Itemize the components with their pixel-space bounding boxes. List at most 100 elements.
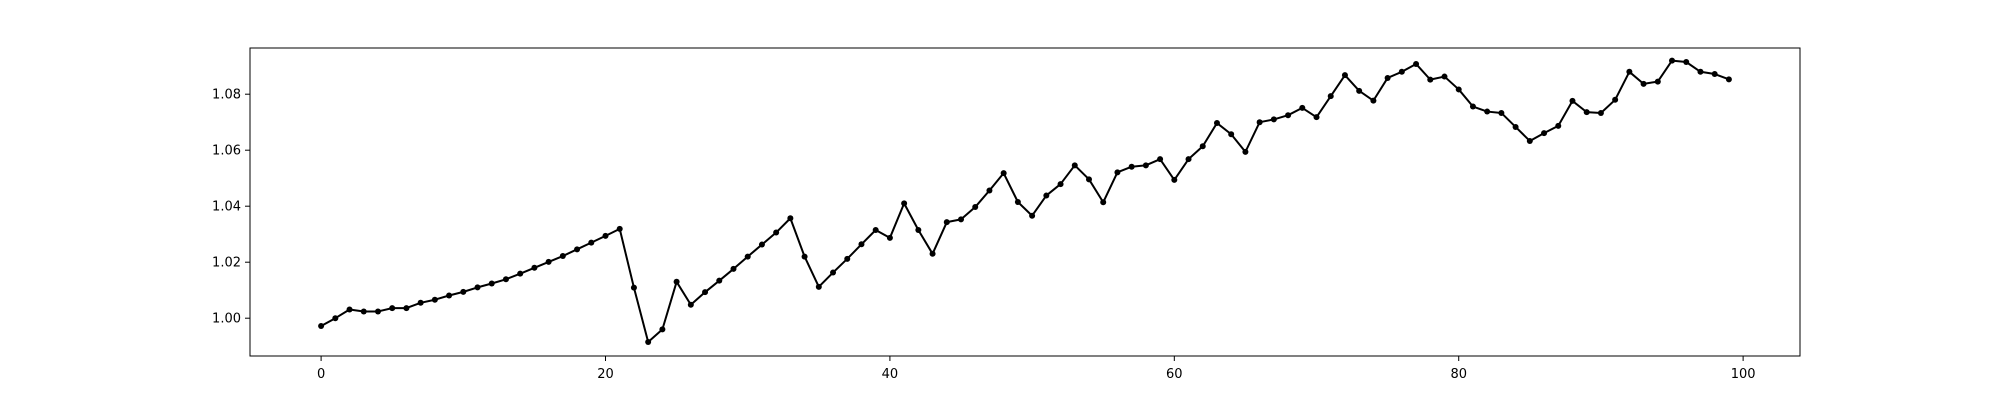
data-point [630,284,637,291]
data-point [1427,76,1434,83]
data-point [474,284,481,291]
data-point [1484,108,1491,115]
data-point [1341,72,1348,79]
data-point [830,269,837,276]
data-point [929,250,936,257]
data-point [1014,199,1021,205]
data-point [1683,59,1690,65]
y-tick-label: 1.08 [212,88,241,103]
data-point [1213,120,1220,127]
y-tick-label: 1.04 [212,200,241,215]
data-point [488,280,495,287]
data-point [958,216,965,223]
data-point [687,301,694,308]
data-point [346,306,353,313]
data-point [332,315,339,322]
series-layer [318,57,1732,345]
data-point [1299,104,1306,111]
x-tick-label: 60 [1166,367,1183,382]
data-point [986,187,993,194]
data-point [1228,131,1235,138]
x-tick-label: 20 [597,367,614,382]
data-point [403,305,410,312]
data-point [1100,199,1107,206]
data-point [1285,112,1292,119]
data-point [602,232,609,239]
data-point [886,234,893,241]
data-point [374,308,381,315]
x-tick-label: 0 [317,367,325,382]
data-point [1356,87,1363,94]
data-point [1384,74,1391,81]
data-point [588,239,595,246]
data-point [659,326,666,333]
data-point [1725,76,1732,83]
data-point [1128,163,1135,170]
axis-ticks: 0 20 40 60 80 100 1.00 1.02 1.04 1.06 1.08 [212,88,1755,382]
data-point [502,276,509,283]
data-point [1413,60,1420,67]
data-point [1541,130,1548,137]
data-point [815,283,822,290]
data-point [446,292,453,299]
data-point [545,258,552,265]
data-point [787,215,794,222]
x-tick-label: 40 [882,367,899,382]
series-line [320,59,1730,343]
data-point [1327,93,1334,100]
data-point [1157,156,1164,163]
data-point [1114,169,1121,176]
plot-frame [249,47,1801,357]
data-point [1640,80,1647,87]
data-point [1654,78,1661,85]
data-point [1569,97,1576,104]
data-point [1256,119,1263,126]
y-tick-label: 1.06 [212,144,241,159]
y-tick-label: 1.00 [212,312,241,327]
data-point [773,229,780,236]
data-point [1199,143,1206,150]
data-point [1583,109,1590,116]
data-point [389,305,396,312]
data-point [1555,122,1562,129]
data-point [318,323,325,330]
data-point [460,288,467,295]
data-point [844,255,851,262]
data-point [1455,86,1462,93]
data-point [1398,68,1405,75]
data-point [1612,96,1619,103]
data-point [1085,176,1092,183]
data-point [1313,114,1320,121]
data-point [1185,156,1192,163]
x-tick-label: 100 [1731,367,1756,382]
data-point [431,296,438,303]
data-point [1242,148,1249,155]
data-point [1000,170,1007,177]
data-point [1669,57,1676,64]
data-point [972,204,979,211]
data-point [360,308,367,315]
data-point [716,277,723,284]
data-point [1171,176,1178,183]
data-point [872,227,879,233]
data-point [531,264,538,271]
data-point [417,299,424,306]
data-point [758,241,765,248]
data-point [1711,71,1718,78]
data-point [1697,68,1704,75]
data-point [1043,192,1050,199]
data-point [1142,162,1149,169]
data-point [645,339,652,345]
data-point [559,253,566,260]
data-point [744,253,751,260]
data-point [901,200,908,207]
data-point [1469,103,1476,110]
data-point [943,219,950,226]
data-point [574,246,581,253]
data-point [801,253,808,260]
y-tick-label: 1.02 [212,256,241,271]
data-point [616,225,623,232]
data-point [858,241,865,248]
